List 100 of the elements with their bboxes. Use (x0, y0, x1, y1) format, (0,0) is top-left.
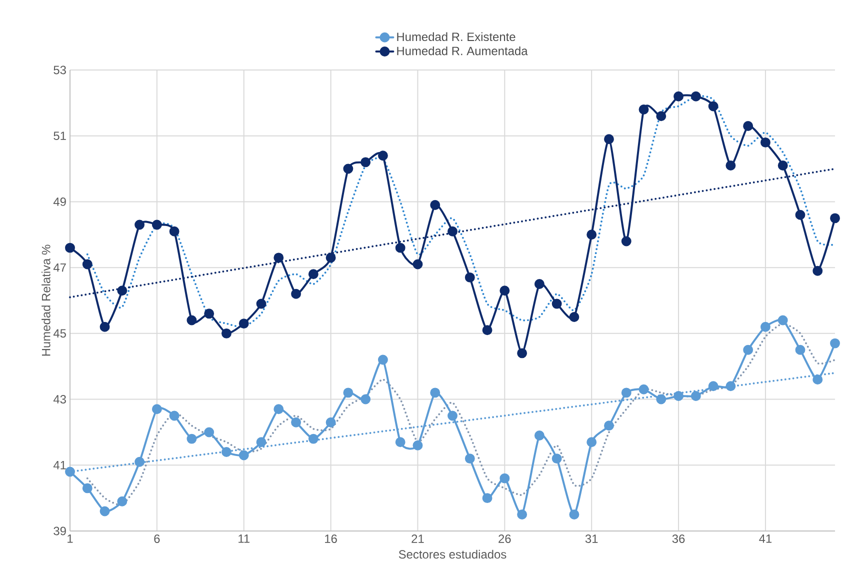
point (274, 252, 284, 263)
point (656, 394, 666, 404)
x-tick-label: 6 (154, 534, 160, 543)
point (117, 286, 128, 296)
point (760, 322, 770, 332)
point (795, 344, 806, 355)
point (412, 440, 423, 450)
y-tick-label: 39 (54, 526, 66, 536)
point (117, 496, 128, 506)
point (812, 374, 823, 385)
point (238, 450, 249, 460)
point (743, 120, 754, 131)
x-tick-label: 11 (238, 534, 250, 543)
point (152, 220, 162, 230)
x-axis-title: Sectores estudiados (398, 550, 506, 559)
point (586, 230, 597, 240)
point (152, 404, 162, 414)
point (430, 388, 440, 398)
point (726, 160, 736, 170)
point (812, 266, 823, 276)
point (552, 298, 562, 309)
point (343, 388, 354, 398)
point (256, 437, 266, 448)
y-tick-label: 41 (53, 461, 66, 470)
point (778, 160, 788, 170)
point (534, 430, 544, 440)
point (517, 348, 528, 358)
point (360, 394, 371, 404)
point (221, 446, 232, 457)
point (638, 104, 649, 114)
point (500, 286, 510, 296)
point (343, 164, 354, 174)
point (517, 510, 528, 520)
point (395, 437, 406, 448)
point (169, 226, 180, 236)
y-tick-label: 49 (53, 197, 66, 206)
point (690, 391, 701, 401)
point (569, 510, 580, 520)
point (378, 354, 388, 365)
x-tick-label: 41 (759, 534, 772, 543)
point (412, 259, 423, 270)
point (760, 137, 770, 148)
point (291, 417, 302, 428)
point (482, 325, 492, 336)
point (690, 91, 701, 102)
point (430, 200, 440, 210)
point (448, 410, 458, 421)
point (604, 420, 614, 431)
point (65, 242, 75, 253)
x-tick-label: 31 (585, 534, 598, 543)
legend-label: Humedad R. Aumentada (397, 46, 528, 56)
y-tick-label: 53 (54, 66, 66, 74)
y-tick-label: 47 (53, 263, 66, 272)
point (464, 454, 475, 464)
point (308, 434, 318, 444)
point (621, 388, 632, 398)
x-tick-label: 26 (498, 534, 511, 543)
point (726, 381, 736, 392)
point (100, 322, 110, 332)
point (743, 344, 754, 355)
point (586, 437, 597, 448)
point (638, 384, 649, 394)
point (795, 210, 806, 220)
point (360, 157, 371, 168)
legend-label: Humedad R. Existente (397, 32, 516, 42)
point (274, 404, 284, 414)
point (186, 315, 197, 326)
point (830, 213, 840, 224)
point (778, 315, 788, 326)
x-tick-label: 36 (672, 534, 685, 543)
point (708, 101, 718, 112)
point (464, 272, 475, 282)
point (326, 252, 336, 263)
point (708, 381, 718, 392)
point (204, 427, 214, 438)
point (674, 391, 684, 401)
y-axis-title: Humedad Relativa % (42, 244, 50, 356)
point (326, 417, 336, 428)
y-tick-label: 43 (53, 395, 66, 404)
point (569, 312, 580, 322)
y-tick-label: 45 (53, 329, 66, 338)
point (482, 493, 492, 504)
point (604, 134, 614, 144)
point (82, 483, 92, 494)
point (308, 269, 318, 280)
point (82, 259, 92, 270)
point (65, 466, 75, 477)
point (134, 220, 145, 230)
point (395, 242, 406, 253)
point (674, 91, 684, 102)
point (830, 338, 840, 348)
point (204, 308, 214, 319)
point (256, 298, 266, 309)
point (221, 328, 232, 338)
point (534, 279, 544, 290)
point (134, 456, 145, 467)
x-tick-label: 16 (325, 534, 337, 543)
point (378, 150, 388, 161)
point (656, 111, 666, 122)
point (448, 226, 458, 236)
